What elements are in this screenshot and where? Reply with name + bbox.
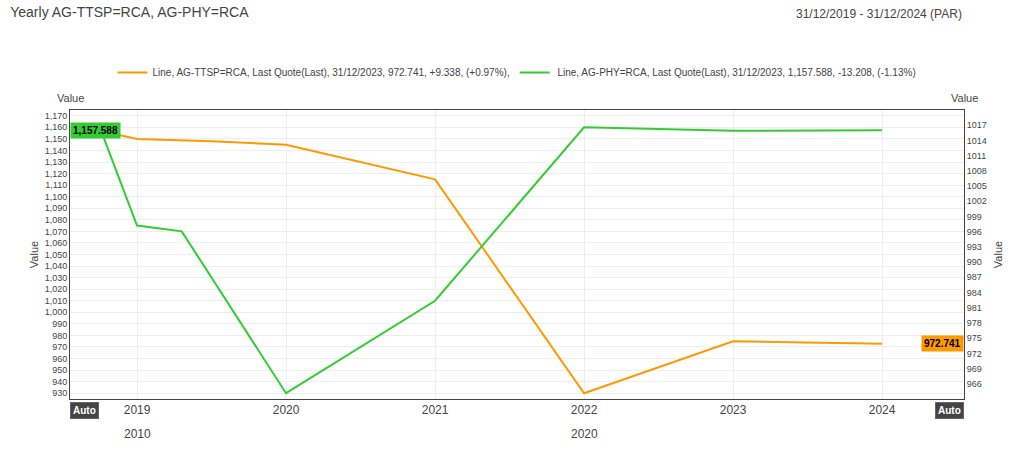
svg-text:2010: 2010 [124, 427, 151, 441]
svg-text:996: 996 [967, 227, 982, 237]
svg-text:1,100: 1,100 [45, 192, 68, 202]
svg-text:2021: 2021 [422, 403, 449, 417]
svg-text:Auto: Auto [938, 405, 961, 416]
svg-text:1011: 1011 [967, 151, 986, 161]
svg-text:1,060: 1,060 [45, 238, 68, 248]
svg-text:975: 975 [967, 333, 982, 343]
svg-text:Line, AG-PHY=RCA, Last Quote(L: Line, AG-PHY=RCA, Last Quote(Last), 31/1… [555, 67, 916, 78]
svg-text:990: 990 [967, 257, 982, 267]
svg-text:987: 987 [967, 272, 982, 282]
svg-text:978: 978 [967, 318, 982, 328]
svg-text:2022: 2022 [571, 403, 598, 417]
svg-text:1008: 1008 [967, 166, 987, 176]
svg-text:999: 999 [967, 212, 982, 222]
svg-text:1,070: 1,070 [45, 227, 68, 237]
svg-text:1,090: 1,090 [45, 203, 68, 213]
svg-text:Value: Value [28, 241, 40, 268]
svg-text:993: 993 [967, 242, 982, 252]
svg-text:1014: 1014 [967, 136, 987, 146]
svg-text:1017: 1017 [967, 120, 987, 130]
svg-text:1002: 1002 [967, 196, 987, 206]
svg-text:1,170: 1,170 [45, 111, 68, 121]
svg-text:1,010: 1,010 [45, 296, 68, 306]
svg-text:972: 972 [967, 349, 982, 359]
svg-text:1,030: 1,030 [45, 273, 68, 283]
svg-text:2020: 2020 [273, 403, 300, 417]
svg-text:1,110: 1,110 [45, 180, 67, 190]
svg-text:940: 940 [52, 377, 67, 387]
svg-text:Value: Value [57, 92, 84, 104]
svg-text:1,120: 1,120 [45, 169, 68, 179]
svg-text:2020: 2020 [571, 427, 598, 441]
svg-text:1,157.588: 1,157.588 [73, 125, 118, 136]
svg-text:981: 981 [967, 303, 982, 313]
svg-text:Line, AG-TTSP=RCA, Last Quote(: Line, AG-TTSP=RCA, Last Quote(Last), 31/… [153, 67, 510, 78]
svg-text:1,040: 1,040 [45, 261, 68, 271]
svg-text:1,000: 1,000 [45, 307, 68, 317]
svg-text:969: 969 [967, 364, 982, 374]
svg-text:1,080: 1,080 [45, 215, 68, 225]
svg-text:Value: Value [992, 241, 1004, 268]
svg-text:1,020: 1,020 [45, 284, 68, 294]
svg-text:Yearly AG-TTSP=RCA, AG-PHY=RCA: Yearly AG-TTSP=RCA, AG-PHY=RCA [10, 4, 249, 20]
svg-text:2023: 2023 [720, 403, 747, 417]
svg-text:960: 960 [52, 354, 67, 364]
svg-text:1005: 1005 [967, 181, 987, 191]
svg-text:972.741: 972.741 [924, 338, 961, 349]
svg-text:970: 970 [52, 342, 67, 352]
svg-text:990: 990 [52, 319, 67, 329]
svg-text:2019: 2019 [124, 403, 151, 417]
svg-text:966: 966 [967, 379, 982, 389]
svg-text:980: 980 [52, 331, 67, 341]
svg-text:Value: Value [951, 92, 978, 104]
svg-text:1,130: 1,130 [45, 157, 68, 167]
svg-text:1,140: 1,140 [45, 146, 68, 156]
svg-text:984: 984 [967, 288, 982, 298]
svg-text:Auto: Auto [73, 405, 96, 416]
svg-text:31/12/2019 - 31/12/2024 (PAR): 31/12/2019 - 31/12/2024 (PAR) [796, 7, 962, 21]
svg-text:930: 930 [52, 388, 67, 398]
svg-text:1,160: 1,160 [45, 122, 68, 132]
svg-text:950: 950 [52, 365, 67, 375]
svg-text:1,050: 1,050 [45, 250, 68, 260]
svg-text:1,150: 1,150 [45, 134, 68, 144]
svg-text:2024: 2024 [869, 403, 896, 417]
